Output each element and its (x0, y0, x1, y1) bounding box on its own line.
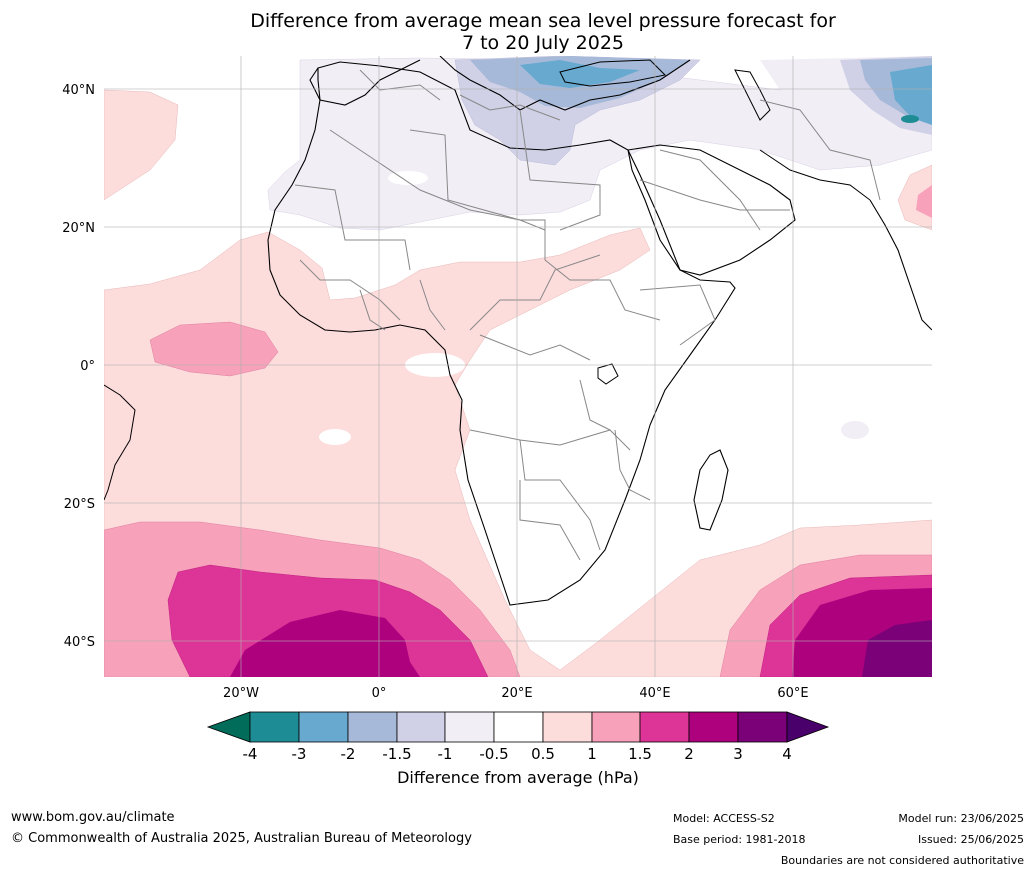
footer-model-run: Model run: 23/06/2025 (898, 812, 1024, 825)
lat-label-40n: 40°N (62, 83, 95, 98)
iberia-coastline (309, 59, 421, 106)
colorbar-tick: 2 (684, 745, 694, 763)
anomaly-region-blue-central-asia (890, 65, 932, 125)
colorbar-tick: -0.5 (479, 745, 508, 763)
colorbar-segment (444, 711, 495, 743)
anomaly-region-pale-pink-ne-atlantic (104, 89, 179, 201)
footer-copyright: © Commonwealth of Australia 2025, Austra… (11, 831, 472, 846)
footer-url: www.bom.gov.au/climate (11, 810, 175, 825)
footer-base-period: Base period: 1981-2018 (673, 833, 806, 846)
colorbar-tick: -1 (438, 745, 453, 763)
anomaly-region-purple-south-atlantic (230, 610, 420, 677)
anomaly-white-patch (388, 171, 428, 185)
title-line-1: Difference from average mean sea level p… (250, 10, 836, 32)
colorbar-tick: 0.5 (531, 745, 555, 763)
colorbar-segment (639, 711, 690, 743)
lat-label-40s: 40°S (64, 635, 95, 650)
colorbar-segment (396, 711, 446, 743)
colorbar-tick: -4 (243, 745, 258, 763)
colorbar-segment (249, 711, 300, 743)
madagascar-coastline (693, 449, 729, 531)
anomaly-region-teal-core (901, 115, 919, 123)
black-sea-coastline (559, 59, 667, 87)
colorbar-high-extend (786, 711, 830, 743)
colorbar-tick: -1.5 (382, 745, 411, 763)
colorbar-segment (591, 711, 641, 743)
anomaly-region-dark-purple-indian-ocean (862, 620, 932, 677)
footer-issued: Issued: 25/06/2025 (917, 833, 1024, 846)
footer-disclaimer: Boundaries are not considered authoritat… (780, 854, 1024, 867)
anomaly-region-blue-black-sea (520, 60, 640, 88)
colorbar-tick: 1.5 (628, 745, 652, 763)
arabia-coastline (627, 144, 796, 276)
title-line-2: 7 to 20 July 2025 (461, 32, 625, 54)
south-america-coastline (104, 384, 136, 501)
lat-label-20n: 20°N (62, 221, 95, 236)
anomaly-white-patch (319, 429, 351, 445)
colorbar-low-extend (206, 711, 251, 743)
map-title: Difference from average mean sea level p… (105, 10, 981, 54)
lon-label-20e: 20°E (501, 686, 532, 701)
colorbar-tick: 1 (587, 745, 597, 763)
colorbar-tick: 3 (733, 745, 743, 763)
colorbar-segment (347, 711, 398, 743)
persian-gulf-coastline (759, 149, 871, 201)
lon-label-40e: 40°E (639, 686, 670, 701)
lon-label-60e: 60°E (777, 686, 808, 701)
lat-label-20s: 20°S (64, 497, 95, 512)
colorbar-segment (542, 711, 593, 743)
anomaly-region-pink-equatorial (149, 321, 279, 377)
footer-model: Model: ACCESS-S2 (673, 812, 775, 825)
india-coastline (869, 199, 932, 331)
lat-label-0: 0° (80, 359, 95, 374)
colorbar-segment (298, 711, 349, 743)
anomaly-region-lavender-small (841, 421, 869, 439)
colorbar-tick: -2 (341, 745, 356, 763)
colorbar-segment (737, 711, 788, 743)
africa-coastline (267, 61, 736, 606)
anomaly-region-pink-arabian-sea (916, 185, 932, 218)
caspian-coastline (734, 69, 771, 121)
colorbar-segment (493, 711, 544, 743)
graticule (104, 56, 932, 677)
colorbar-segment (688, 711, 739, 743)
colorbar-label: Difference from average (hPa) (397, 768, 639, 787)
lon-label-20w: 20°W (223, 686, 259, 701)
colorbar: -4 -3 -2 -1.5 -1 -0.5 0.5 1 1.5 2 3 4 (206, 711, 830, 763)
lon-label-0: 0° (372, 686, 387, 701)
colorbar-tick: 4 (782, 745, 792, 763)
map-area (104, 56, 932, 677)
colorbar-tick: -3 (292, 745, 307, 763)
europe-coastline (439, 56, 691, 111)
